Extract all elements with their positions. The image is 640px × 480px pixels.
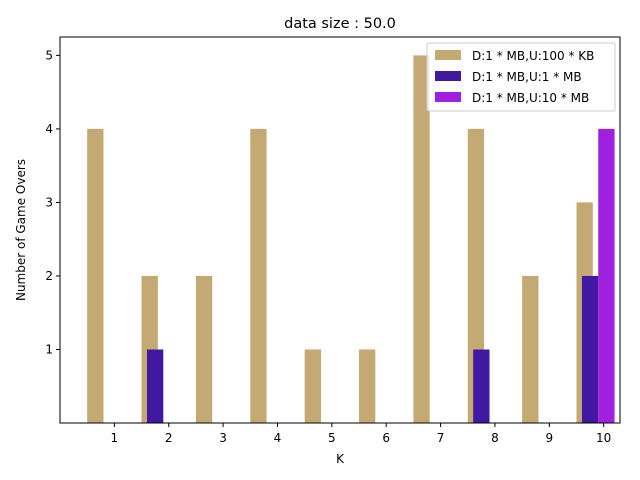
plot-frame <box>59 36 621 424</box>
legend-label-series-2: D:1 * MB,U:1 * MB <box>472 70 582 84</box>
x-tick-label: 4 <box>274 431 282 445</box>
bar-s3-k10 <box>598 128 615 423</box>
x-tick-label: 6 <box>382 431 390 445</box>
x-tick-label: 8 <box>491 431 499 445</box>
bars-group <box>87 55 615 423</box>
x-tick-label: 7 <box>437 431 445 445</box>
bar-s1-k3 <box>195 275 213 423</box>
x-tick-label: 2 <box>165 431 173 445</box>
x-tick-label: 9 <box>546 431 554 445</box>
legend-swatch-series-3 <box>435 92 461 102</box>
bar-s1-k6 <box>359 349 376 423</box>
y-axis-ticks: 1 2 3 4 5 <box>45 48 60 356</box>
bar-s1-k9 <box>522 275 539 423</box>
bar-s2-k8 <box>473 349 490 423</box>
y-tick-label: 5 <box>45 48 53 62</box>
chart-title: data size : 50.0 <box>284 16 396 32</box>
bar-s2-k2 <box>146 349 164 423</box>
bar-s1-k4 <box>250 128 267 423</box>
legend-swatch-series-1 <box>435 50 461 60</box>
y-tick-label: 2 <box>45 269 53 283</box>
x-axis-ticks: 1 2 3 4 5 6 7 8 9 10 <box>111 423 611 445</box>
bar-s1-k1 <box>87 128 104 423</box>
bar-s2-k10 <box>581 275 599 423</box>
x-tick-label: 3 <box>219 431 227 445</box>
legend: D:1 * MB,U:100 * KB D:1 * MB,U:1 * MB D:… <box>426 42 616 112</box>
legend-label-series-3: D:1 * MB,U:10 * MB <box>472 91 589 105</box>
x-tick-label: 1 <box>111 431 119 445</box>
legend-swatch-series-2 <box>435 71 461 81</box>
bar-s1-k8 <box>467 128 485 423</box>
x-tick-label: 10 <box>596 431 611 445</box>
y-tick-label: 4 <box>45 122 53 136</box>
x-axis-title: K <box>336 452 345 466</box>
x-tick-label: 5 <box>328 431 336 445</box>
y-tick-label: 3 <box>45 195 53 209</box>
legend-label-series-1: D:1 * MB,U:100 * KB <box>472 49 594 63</box>
y-tick-label: 1 <box>45 342 53 356</box>
legend-frame <box>426 42 616 112</box>
bar-s1-k5 <box>304 349 321 423</box>
y-axis-title: Number of Game Overs <box>14 159 28 301</box>
bar-s1-k7 <box>413 55 430 423</box>
